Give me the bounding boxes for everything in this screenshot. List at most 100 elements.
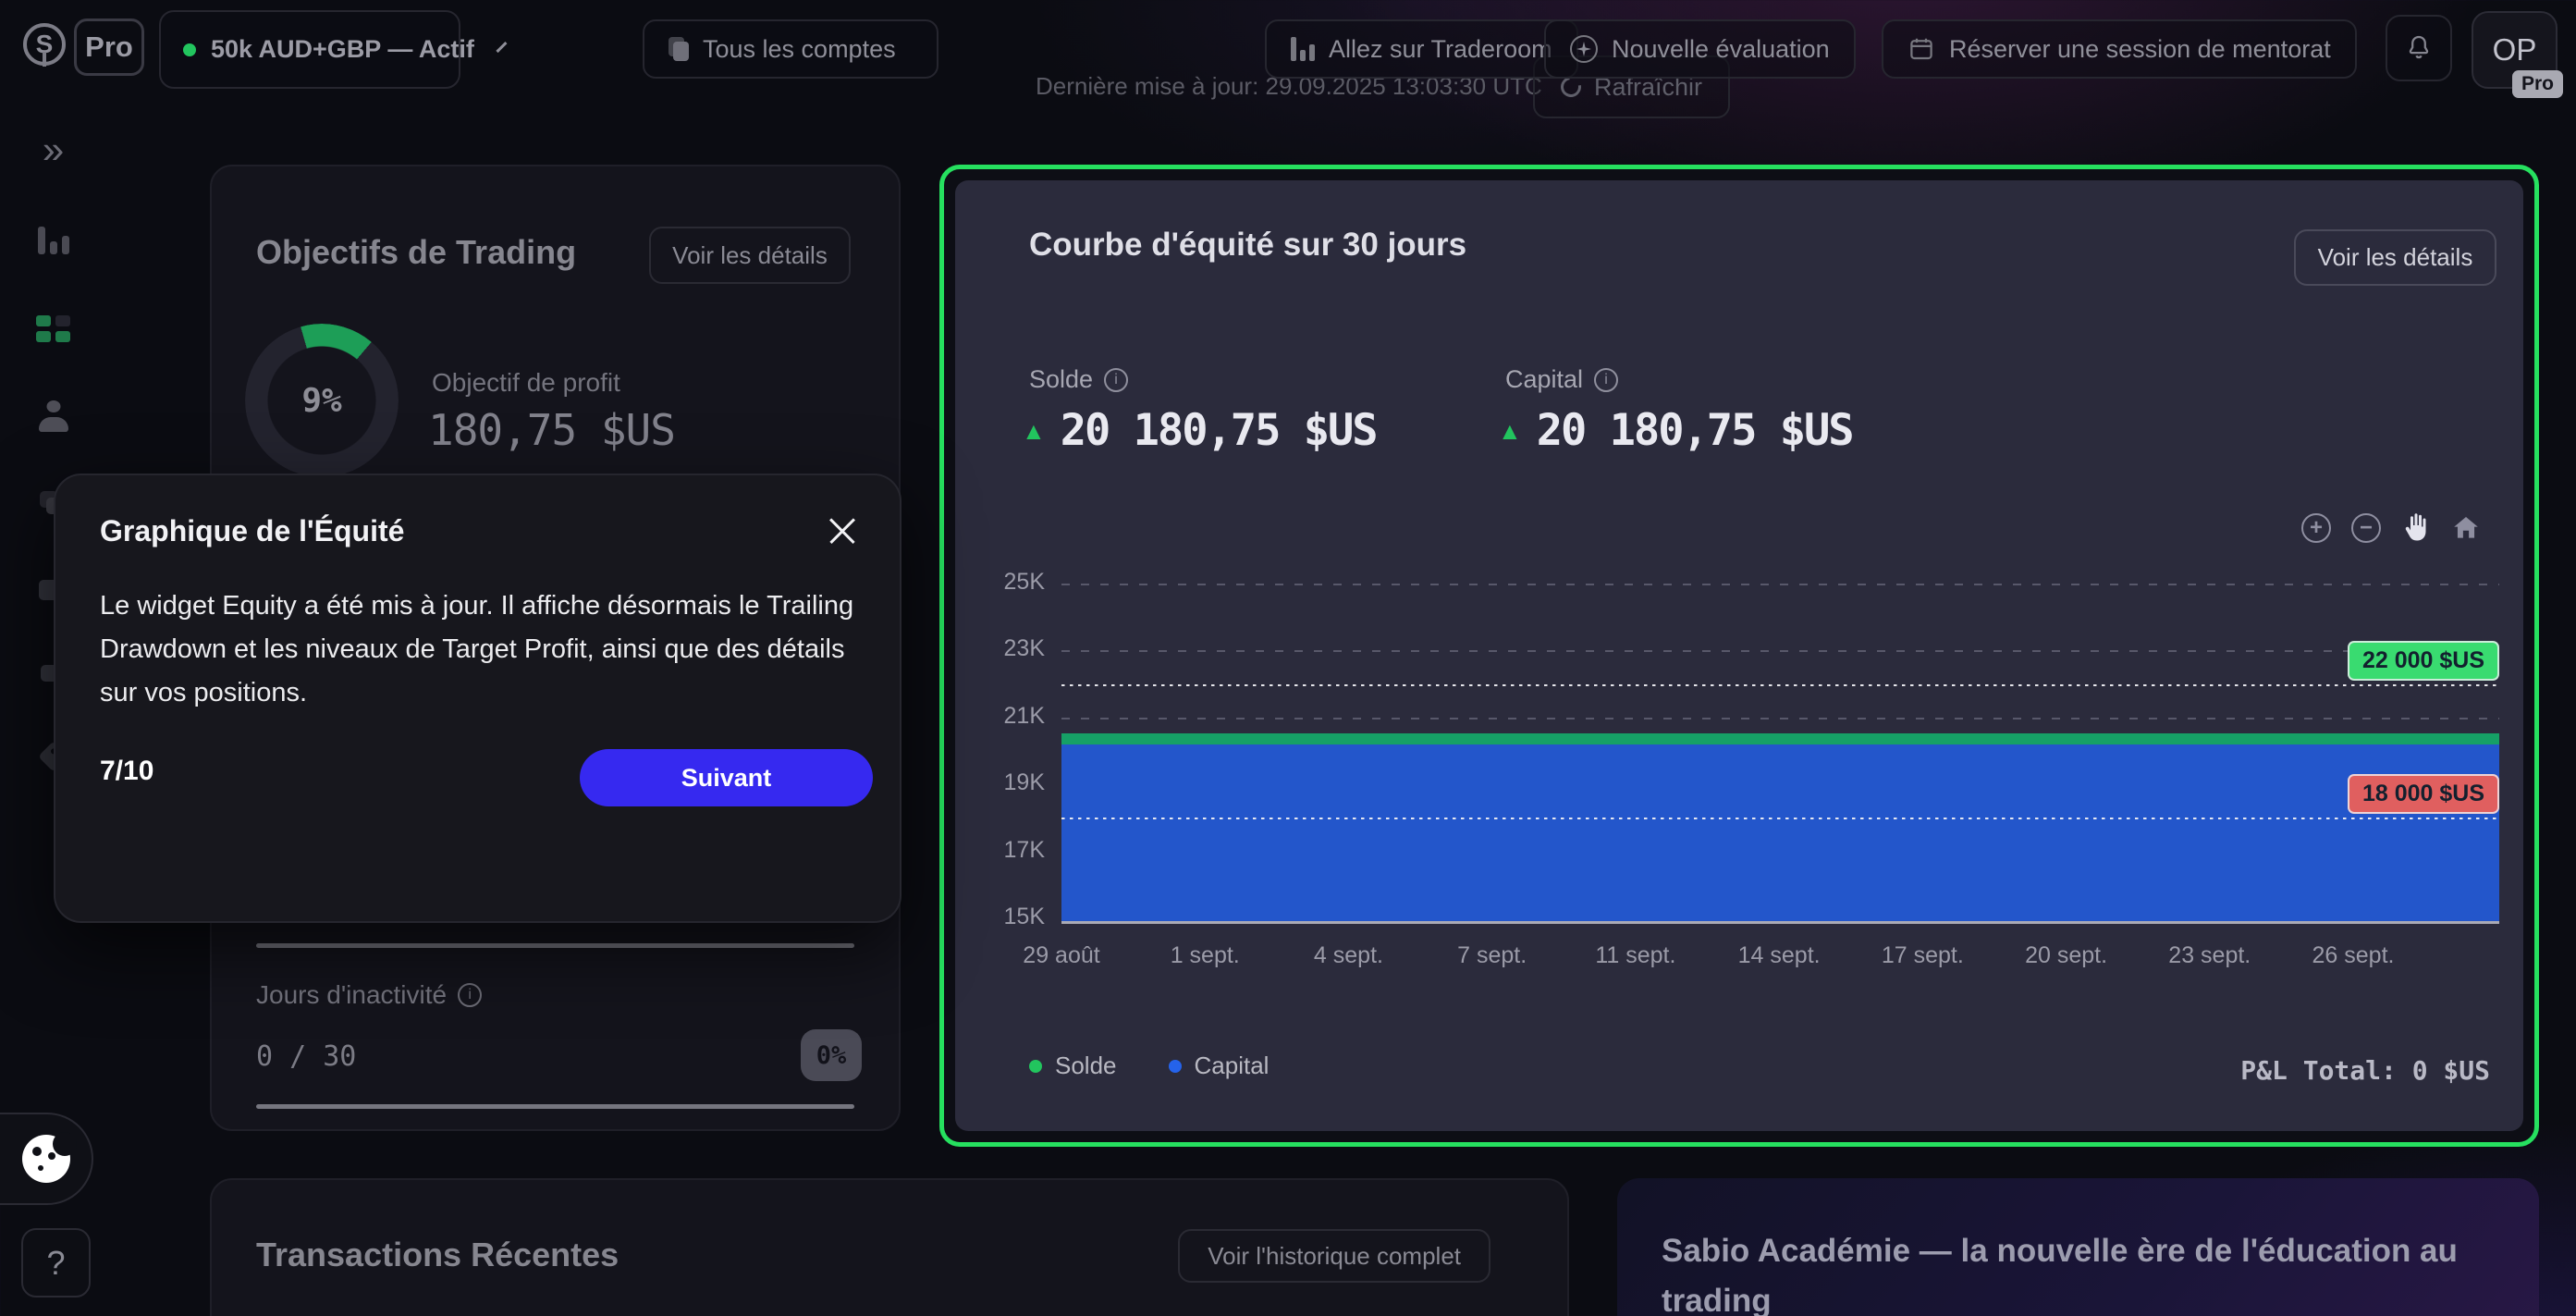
chart-plot[interactable]: 15K 17K 19K 21K 23K 25K 29 août 1 sept. 4 sept. 7… [1004,569,2499,968]
gridline [1061,650,2499,653]
goals-details-button[interactable]: Voir les détails [649,227,851,284]
full-history-button[interactable]: Voir l'historique complet [1178,1229,1490,1283]
info-icon[interactable]: i [458,983,483,1007]
solde-value: 20 180,75 $US [1060,405,1379,456]
academy-title: Sabio Académie — la nouvelle ère de l'éd… [1662,1233,2458,1316]
recent-transactions-card: Transactions Récentes Voir l'historique … [210,1178,1569,1316]
help-button[interactable]: ? [21,1228,91,1298]
legend-dot [1029,1059,1042,1073]
equity-card-highlight: Courbe d'équité sur 30 jours Voir les dé… [939,165,2539,1147]
trailing-drawdown-line [1061,818,2499,820]
capital-value-row: ▲ 20 180,75 $US [1498,405,1855,456]
traderoom-label: Allez sur Traderoom [1329,34,1552,63]
target-profit-line [1061,683,2499,686]
goals-card-title: Objectifs de Trading [256,233,577,271]
new-evaluation-button[interactable]: Nouvelle évaluation [1544,19,1856,79]
app-logo: S [23,23,66,71]
cookie-icon [21,1132,77,1183]
cookie-settings-button[interactable] [0,1113,93,1205]
all-accounts-button[interactable]: Tous les comptes [643,19,938,79]
x-axis-tick-label: 4 sept. [1313,942,1383,968]
notifications-button[interactable] [2386,15,2452,81]
bar-chart-icon [1291,37,1315,61]
x-axis-tick-label: 14 sept. [1737,942,1821,968]
all-accounts-label: Tous les comptes [703,34,896,63]
x-axis-tick-label: 26 sept. [2312,942,2395,968]
tour-modal-body: Le widget Equity a été mis à jour. Il af… [100,591,854,707]
legend-item-capital[interactable]: Capital [1168,1052,1269,1080]
profit-donut [245,324,399,477]
stats-bars-icon [37,227,69,254]
accounts-icon [669,37,689,61]
up-triangle-icon: ▲ [1498,416,1522,445]
y-axis-tick-label: 17K [1003,836,1045,863]
zoom-out-icon[interactable]: − [2349,511,2383,545]
profit-goal-label: Objectif de profit [432,368,620,397]
x-axis-tick-label: 7 sept. [1457,942,1527,968]
pan-hand-icon[interactable] [2399,511,2433,545]
x-axis-tick-label: 29 août [1023,942,1100,968]
home-icon[interactable] [2449,511,2483,545]
y-axis-tick-label: 21K [1003,702,1045,729]
tour-modal: Graphique de l'Équité Le widget Equity a… [54,474,902,923]
zoom-in-icon[interactable]: + [2300,511,2333,545]
y-axis-tick-label: 23K [1003,635,1045,662]
legend-label: Solde [1055,1052,1117,1079]
target-profit-badge: 22 000 $US [2347,640,2499,681]
book-mentoring-button[interactable]: Réserver une session de mentorat [1882,19,2357,79]
account-selector[interactable]: 50k AUD+GBP — Actif [159,10,508,89]
x-axis-tick-label: 23 sept. [2168,942,2251,968]
chevron-down-icon [496,41,508,53]
equity-details-button[interactable]: Voir les détails [2294,229,2496,286]
capital-value: 20 180,75 $US [1536,405,1855,456]
inactivity-label: Jours d'inactivité i [256,980,483,1010]
gridline [1061,584,2499,585]
logo-icon: S [23,23,66,66]
x-axis-baseline [1061,921,2499,924]
info-icon[interactable]: i [1594,367,1619,392]
new-evaluation-label: Nouvelle évaluation [1612,34,1830,63]
academy-banner-card[interactable]: Sabio Académie — la nouvelle ère de l'éd… [1617,1178,2539,1316]
sidebar-collapse-button[interactable]: » [0,117,106,182]
x-axis-tick-label: 1 sept. [1170,942,1240,968]
inactivity-pct-badge: 0% [801,1029,862,1081]
x-axis-tick-label: 17 sept. [1881,942,1964,968]
capital-area-series [1061,744,2499,921]
book-mentoring-label: Réserver une session de mentorat [1949,34,2331,63]
calendar-icon [1910,38,1932,60]
equity-card: Courbe d'équité sur 30 jours Voir les dé… [955,180,2523,1131]
user-avatar[interactable]: OP Pro [2472,11,2563,98]
next-button[interactable]: Suivant [580,749,873,806]
legend-item-solde[interactable]: Solde [1029,1052,1117,1080]
sidebar-item-profile[interactable] [0,384,106,449]
chart-toolbar: + − [2300,511,2483,545]
double-chevron-right-icon: » [42,128,65,171]
y-axis-tick-label: 15K [1003,904,1045,930]
tour-step-counter: 7/10 [100,756,154,786]
dashboard-grid-icon [36,314,70,342]
info-icon[interactable]: i [1104,367,1129,392]
y-axis-tick-label: 19K [1003,769,1045,796]
y-axis-tick-label: 25K [1003,569,1045,596]
sidebar-item-stats[interactable] [0,208,106,273]
avatar-pro-badge: Pro [2511,70,2563,98]
sparkle-circle-icon [1570,35,1598,63]
question-mark-icon: ? [46,1243,66,1282]
profit-donut-label: 9% [301,381,342,420]
inactivity-value: 0 / 30 [256,1040,357,1073]
topbar: S Pro 50k AUD+GBP — Actif Tous les compt… [0,0,2576,99]
transactions-title: Transactions Récentes [256,1236,619,1273]
tour-modal-title: Graphique de l'Équité [100,514,405,547]
solde-value-row: ▲ 20 180,75 $US [1022,405,1379,456]
traderoom-button[interactable]: Allez sur Traderoom [1265,19,1578,79]
close-icon[interactable] [824,512,861,549]
user-icon [38,400,69,432]
gridline [1061,717,2499,719]
inactivity-progressbar [256,1104,854,1109]
capital-label: Capital i [1505,365,1619,394]
chart-legend: Solde Capital [1029,1052,1269,1080]
sidebar-item-dashboard[interactable] [0,296,106,361]
loss-limit-progressbar [256,943,854,948]
pro-plan-badge: Pro [74,18,144,76]
pnl-total: P&L Total: 0 $US [2240,1055,2490,1086]
